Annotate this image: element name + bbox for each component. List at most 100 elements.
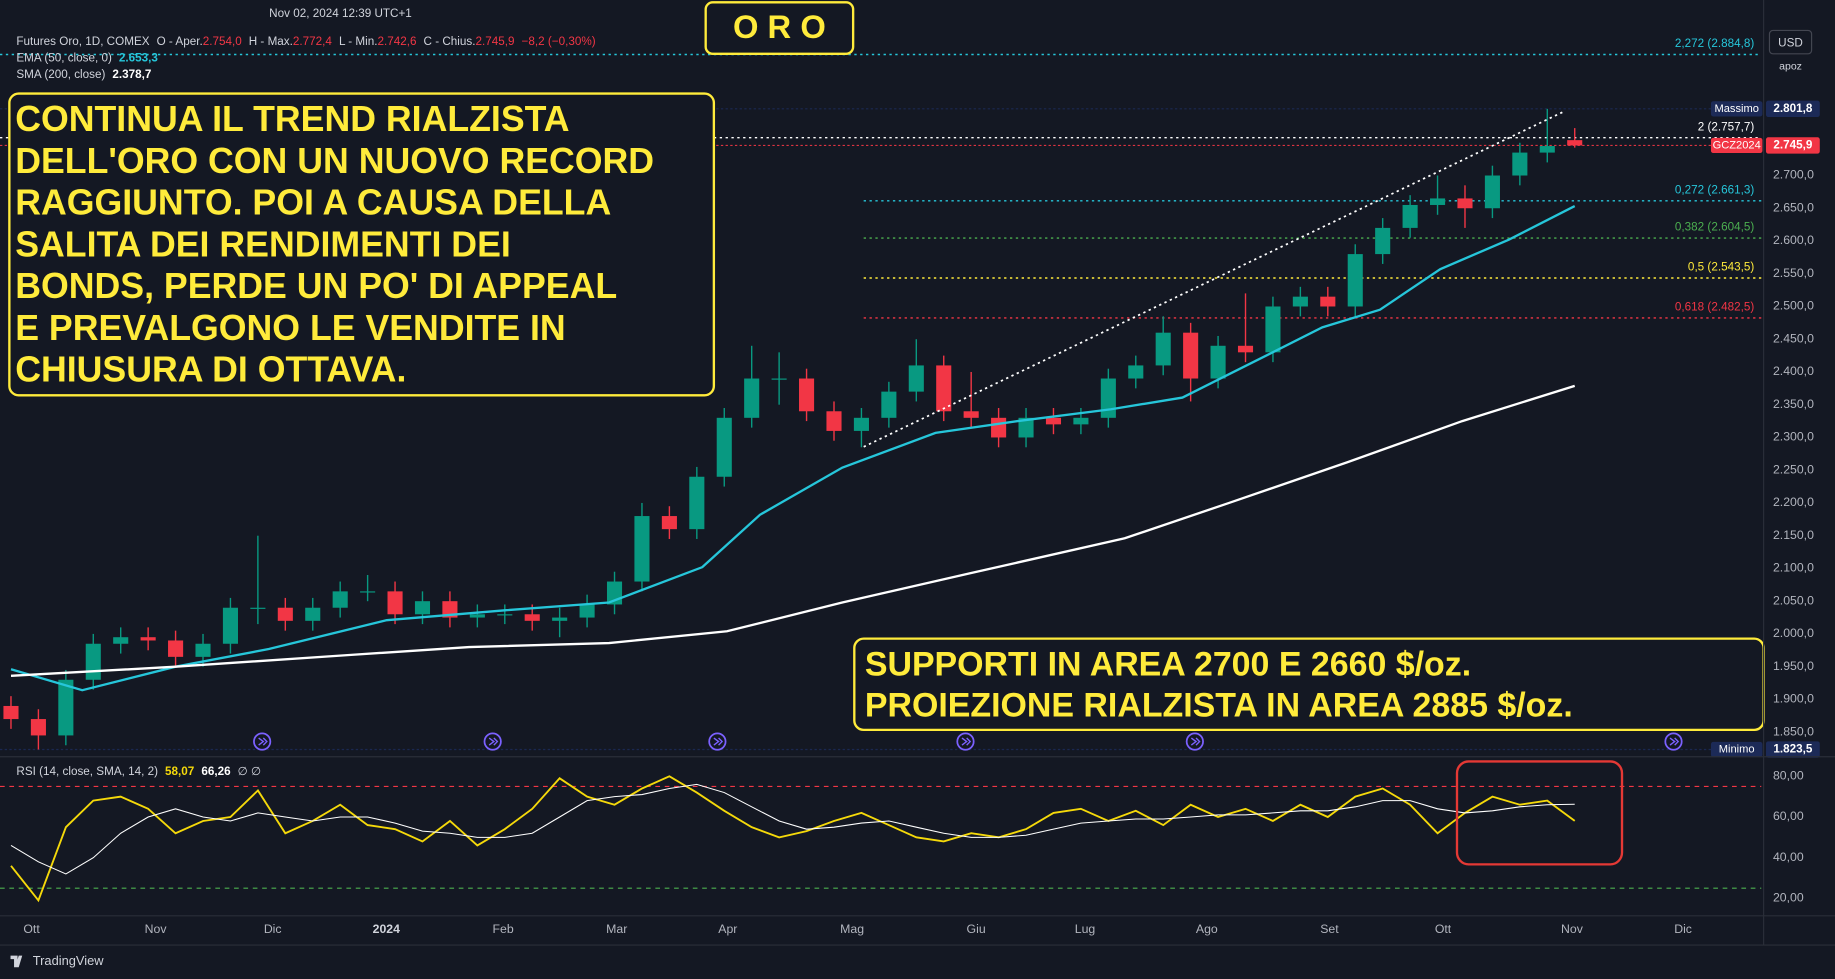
indicator-name: EMA (50, close, 0)	[16, 52, 112, 65]
candle-body	[1183, 332, 1199, 379]
candle-body	[1402, 204, 1418, 228]
candle-body	[1430, 198, 1446, 205]
price-value-box	[1765, 100, 1820, 118]
candle-body	[332, 591, 348, 608]
chart-title: O R O	[733, 8, 826, 45]
fib-label: 0,618 (2.482,5)	[1675, 301, 1754, 314]
event-arrow	[488, 737, 499, 746]
price-value-label: 2.745,9	[1773, 139, 1813, 152]
candle-body	[689, 476, 705, 530]
x-tick-label: Nov	[145, 922, 168, 936]
fib-label: 0,272 (2.661,3)	[1675, 183, 1754, 196]
legend-item-value: 2.754,0	[203, 35, 243, 48]
candle-body	[1073, 417, 1089, 425]
indicator-line	[10, 205, 1576, 692]
candle-body	[1100, 378, 1116, 418]
candle-body	[168, 640, 184, 657]
candle-body	[3, 705, 19, 720]
note-box	[8, 92, 716, 397]
candle-body	[113, 637, 129, 644]
event-icon[interactable]	[956, 732, 975, 751]
x-tick-label: Apr	[718, 922, 737, 936]
x-tick-label: Ott	[23, 922, 40, 936]
rsi-line	[10, 783, 1575, 875]
y-tick-label: 2.350,0	[1773, 397, 1814, 411]
event-arrow	[1190, 737, 1201, 746]
legend-item-label: C - Chius.	[424, 35, 476, 48]
candle-body	[222, 607, 238, 644]
title-box	[704, 1, 855, 55]
price-tag-label: Massimo	[1714, 103, 1758, 115]
price-tag-label: Minimo	[1719, 743, 1755, 755]
candle-body	[469, 614, 485, 618]
candle-body	[936, 365, 952, 412]
event-arrow	[258, 737, 268, 746]
price-tag-box	[1710, 741, 1763, 758]
x-tick-label: Mag	[840, 922, 864, 936]
note-line: RAGGIUNTO. POI A CAUSA DELLA	[15, 183, 611, 223]
x-tick-label: Giu	[967, 922, 986, 936]
y-tick-label: 2.450,0	[1773, 331, 1814, 345]
rsi-tick-label: 60,00	[1773, 809, 1804, 823]
candle-body	[195, 643, 211, 657]
candle-body	[1237, 345, 1254, 353]
candle-body	[414, 601, 431, 615]
candle-body	[853, 417, 869, 431]
event-icon[interactable]	[1185, 732, 1204, 751]
candle-body	[1512, 152, 1528, 176]
note-line: DELL'ORO CON UN NUOVO RECORD	[15, 141, 654, 181]
price-tag-box	[1710, 101, 1763, 117]
y-tick-label: 2.500,0	[1773, 299, 1814, 313]
legend-change: −8,2 (−0,30%)	[522, 35, 596, 48]
mode-label[interactable]: apoz	[1779, 60, 1802, 72]
candle-body	[881, 391, 897, 418]
price-tag-label: GCZ2024	[1713, 139, 1761, 151]
candle-body	[85, 643, 101, 680]
fib-label: 0,382 (2.604,5)	[1675, 221, 1754, 234]
candle-body	[634, 516, 650, 582]
indicator-legend: EMA (50, close, 0) 2.653,3	[16, 52, 158, 65]
tradingview-logo: TradingView	[10, 953, 104, 968]
legend-item-value: 2.772,4	[293, 35, 333, 48]
legend-item-label: O - Aper.	[157, 35, 203, 48]
indicator-value: 2.378,7	[112, 68, 151, 81]
indicator-value: 2.653,3	[119, 52, 159, 65]
indicator-line	[10, 384, 1576, 677]
x-tick-label: Dic	[1674, 922, 1692, 936]
note-line: E PREVALGONO LE VENDITE IN	[15, 308, 565, 348]
trend-line	[863, 111, 1563, 448]
front-layer: 1.850,0 1.900,0 1.950,0 2.000,0 2.050,0 2.100…	[8, 35, 1820, 936]
rsi-legend: RSI (14, close, SMA, 14, 2) 58,07 66,26 ∅ ∅	[16, 765, 261, 778]
highlight-box	[1455, 760, 1624, 866]
price-value-box	[1765, 137, 1820, 154]
event-icon[interactable]	[253, 732, 272, 751]
event-icon[interactable]	[483, 732, 502, 751]
note-line: BONDS, PERDE UN PO' DI APPEAL	[15, 266, 617, 306]
candle-body	[305, 607, 321, 621]
candle-body	[716, 417, 732, 477]
event-icon[interactable]	[1664, 732, 1683, 751]
candle-body	[991, 417, 1007, 438]
price-value-box	[1765, 741, 1820, 758]
event-arrow	[1669, 737, 1680, 746]
y-tick-label: 2.000,0	[1773, 626, 1814, 640]
x-tick-label: Dic	[264, 922, 282, 936]
currency-button[interactable]	[1768, 29, 1813, 55]
event-icon[interactable]	[708, 732, 727, 751]
currency-label[interactable]: USD	[1778, 36, 1803, 49]
candle-body	[1457, 198, 1473, 209]
candle-body	[579, 604, 595, 618]
fib-label: 2 (2.757,7)	[1698, 120, 1755, 133]
candle-body	[58, 679, 74, 736]
rsi-legend-value: 66,26	[201, 765, 231, 778]
candle-body	[771, 378, 787, 380]
candle-body	[524, 614, 540, 621]
price-value-label: 2.801,8	[1773, 102, 1813, 115]
note-line: SUPPORTI IN AREA 2700 E 2660 $/oz.	[865, 646, 1471, 684]
rsi-legend-name: RSI (14, close, SMA, 14, 2)	[16, 765, 158, 778]
candle-body	[360, 591, 376, 593]
plot-layer	[3, 108, 1583, 903]
